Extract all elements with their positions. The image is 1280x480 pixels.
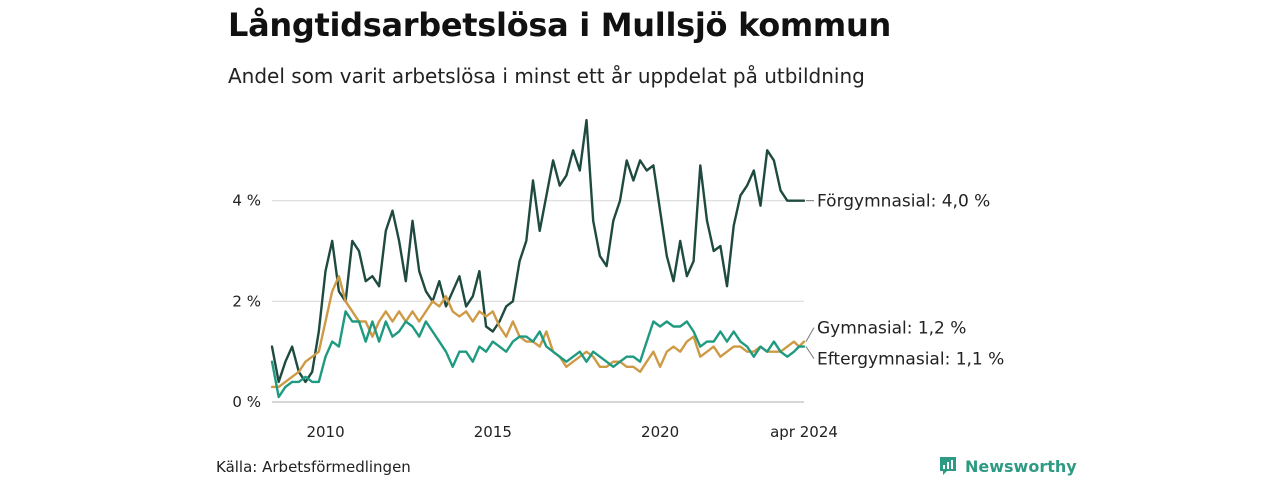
y-axis: 0 % 2 % 4 % xyxy=(232,192,261,411)
y-tick-label: 4 % xyxy=(232,192,261,210)
gridlines xyxy=(272,200,804,403)
brand-name: Newsworthy xyxy=(965,456,1077,476)
label-connector xyxy=(805,346,815,359)
series-end-label: Gymnasial: 1,2 % xyxy=(817,319,966,339)
series-line-förgymnasial xyxy=(270,118,806,384)
series-labels: Förgymnasial: 4,0 % Gymnasial: 1,2 % Efter… xyxy=(805,192,1004,370)
source-note: Källa: Arbetsförmedlingen xyxy=(216,458,411,476)
series-end-label: Förgymnasial: 4,0 % xyxy=(817,192,990,212)
y-tick-label: 2 % xyxy=(232,292,261,310)
series-lines xyxy=(270,118,806,399)
chart-subtitle: Andel som varit arbetslösa i minst ett å… xyxy=(228,64,865,88)
series-line-gymnasial xyxy=(270,275,806,389)
series-line-eftergymnasial xyxy=(270,310,806,399)
x-tick-label: apr 2024 xyxy=(770,423,838,441)
x-tick-label: 2010 xyxy=(306,423,344,441)
newsworthy-logo-icon xyxy=(940,457,956,475)
y-tick-label: 0 % xyxy=(232,393,261,411)
series-end-label: Eftergymnasial: 1,1 % xyxy=(817,350,1004,370)
label-connector xyxy=(805,327,815,342)
brand-logo: Newsworthy xyxy=(938,456,1077,476)
x-axis: 2010 2015 2020 apr 2024 xyxy=(306,423,837,441)
chart-title: Långtidsarbetslösa i Mullsjö kommun xyxy=(228,6,891,44)
x-tick-label: 2020 xyxy=(641,423,679,441)
x-tick-label: 2015 xyxy=(474,423,512,441)
